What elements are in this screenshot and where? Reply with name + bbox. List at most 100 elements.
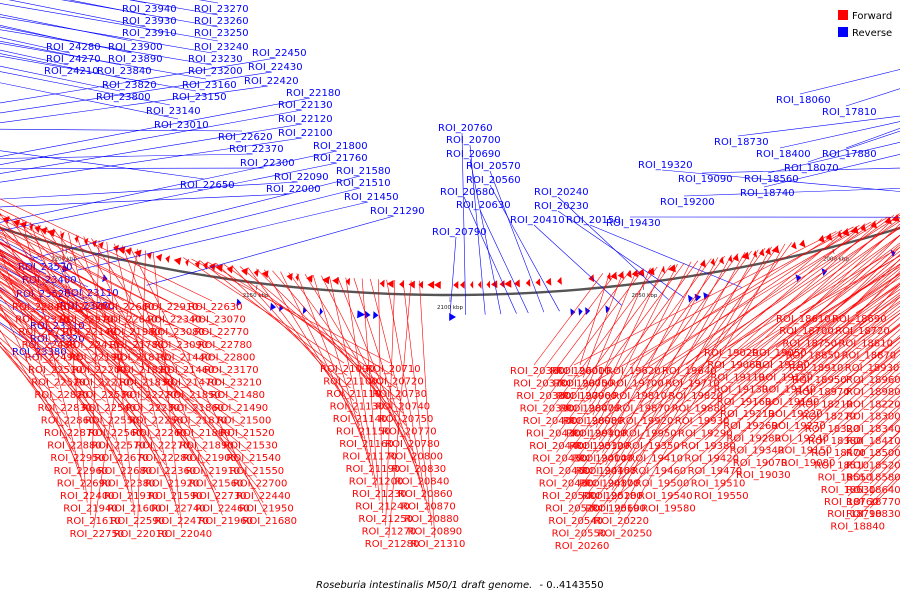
- forward-label-leader: [0, 249, 232, 377]
- forward-feature-arrow: [418, 280, 424, 289]
- forward-label-leader: [0, 294, 119, 453]
- reverse-feature-arrow: [585, 307, 591, 316]
- forward-label-leader: [621, 243, 786, 528]
- reverse-label-leader: [0, 97, 311, 158]
- reverse-roi-label: ROI_23820: [102, 80, 157, 91]
- forward-roi-label: ROI_18270: [802, 412, 857, 423]
- forward-feature-arrow: [765, 247, 771, 256]
- forward-roi-label: ROI_20500: [542, 491, 597, 502]
- reverse-roi-label: ROI_20760: [438, 123, 493, 134]
- forward-roi-label: ROI_20710: [366, 364, 421, 375]
- forward-roi-label: ROI_21200: [349, 477, 404, 488]
- forward-label-leader: [0, 218, 219, 327]
- forward-roi-label: ROI_21090: [320, 364, 375, 375]
- reverse-feature-arrow: [302, 306, 308, 315]
- reverse-label-leader: [0, 150, 338, 223]
- forward-label-leader: [0, 254, 235, 390]
- forward-feature-arrow: [626, 270, 632, 279]
- forward-feature-arrow: [261, 270, 269, 279]
- forward-label-leader: [91, 238, 264, 503]
- forward-roi-label: ROI_21860: [170, 403, 225, 414]
- forward-label-leader: [731, 255, 900, 360]
- forward-feature-arrow: [29, 223, 34, 231]
- forward-roi-label: ROI_19500: [635, 479, 690, 490]
- forward-roi-label: ROI_22690: [57, 478, 112, 489]
- reverse-label-leader: [0, 193, 291, 208]
- forward-label-leader: [806, 277, 900, 338]
- forward-roi-label: ROI_18870: [842, 351, 897, 362]
- forward-feature-arrow: [728, 255, 733, 263]
- reverse-roi-label: ROI_21510: [336, 178, 391, 189]
- forward-roi-label: ROI_21470: [163, 378, 218, 389]
- reverse-roi-label: ROI_23200: [188, 66, 243, 77]
- forward-roi-label: ROI_22780: [198, 340, 253, 351]
- forward-roi-label: ROI_20830: [392, 464, 447, 475]
- reverse-label-leader: [463, 196, 517, 314]
- forward-feature-arrow: [13, 219, 21, 228]
- reverse-roi-label: ROI_22620: [218, 132, 273, 143]
- forward-roi-label: ROI_19380: [681, 441, 736, 452]
- forward-label-leader: [93, 248, 138, 528]
- forward-label-leader: [385, 279, 396, 526]
- forward-label-leader: [599, 242, 900, 466]
- forward-feature-arrow: [60, 231, 65, 240]
- forward-roi-label: ROI_22710: [18, 327, 73, 338]
- forward-label-leader: [562, 255, 725, 478]
- forward-feature-arrow: [453, 281, 459, 289]
- forward-feature-arrow: [253, 269, 259, 277]
- forward-label-leader: [801, 353, 900, 445]
- forward-roi-label: ROI_18320: [805, 424, 860, 435]
- forward-feature-arrow: [860, 223, 867, 232]
- backbone-arc: [0, 226, 900, 297]
- forward-roi-label: ROI_21270: [362, 527, 417, 538]
- forward-label-leader: [7, 215, 214, 478]
- forward-roi-label: ROI_21600: [107, 504, 162, 515]
- reverse-label-leader: [0, 14, 133, 42]
- forward-roi-label: ROI_19210: [720, 409, 775, 420]
- forward-roi-label: ROI_21280: [365, 539, 420, 550]
- forward-label-leader: [353, 277, 423, 489]
- reverse-label-leader: [0, 249, 47, 275]
- reverse-label-leader: [0, 29, 213, 66]
- forward-label-leader: [0, 313, 113, 428]
- forward-roi-label: ROI_21560: [189, 478, 244, 489]
- forward-roi-label: ROI_19810: [612, 391, 667, 402]
- genome-caption-title: Roseburia intestinalis M50/1 draft genom…: [316, 580, 532, 591]
- forward-roi-label: ROI_20400: [523, 416, 578, 427]
- forward-roi-label: ROI_22200: [72, 365, 127, 376]
- reverse-roi-label: ROI_20150: [566, 215, 621, 226]
- forward-roi-label: ROI_20120: [575, 441, 630, 452]
- forward-roi-label: ROI_18550: [818, 473, 873, 484]
- forward-feature-arrow: [286, 272, 293, 281]
- forward-label-leader: [546, 266, 658, 416]
- forward-roi-label: ROI_18500: [846, 448, 900, 459]
- forward-label-leader: [565, 253, 739, 491]
- forward-label-leader: [642, 217, 900, 416]
- forward-roi-label: ROI_19820: [668, 391, 723, 402]
- reverse-roi-label: ROI_21290: [370, 206, 425, 217]
- forward-label-leader: [0, 265, 204, 440]
- reverse-roi-label: ROI_23800: [96, 92, 151, 103]
- reverse-label-leader: [146, 215, 395, 286]
- forward-label-leader: [701, 234, 900, 428]
- reverse-roi-label: ROI_22120: [278, 114, 333, 125]
- forward-roi-label: ROI_22960: [54, 466, 109, 477]
- reverse-label-leader: [469, 144, 486, 315]
- forward-roi-label: ROI_20070: [566, 404, 621, 415]
- reverse-roi-label: ROI_19200: [660, 197, 715, 208]
- reverse-roi-label: ROI_19090: [678, 174, 733, 185]
- forward-label-leader: [191, 258, 391, 364]
- forward-roi-label: ROI_18630: [821, 485, 876, 496]
- reverse-label-leader: [683, 188, 900, 197]
- reverse-feature-arrow: [319, 307, 323, 316]
- forward-roi-label: ROI_18520: [846, 460, 900, 471]
- forward-roi-label: ROI_19290: [678, 429, 733, 440]
- forward-feature-arrow: [732, 253, 739, 262]
- reverse-feature-arrow: [357, 310, 366, 319]
- forward-roi-label: ROI_18750: [782, 338, 837, 349]
- forward-roi-label: ROI_18210: [798, 399, 853, 410]
- forward-roi-label: ROI_21810: [113, 352, 168, 363]
- forward-label-leader: [345, 277, 377, 489]
- forward-feature-arrow: [226, 265, 233, 274]
- reverse-roi-label: ROI_20560: [466, 175, 521, 186]
